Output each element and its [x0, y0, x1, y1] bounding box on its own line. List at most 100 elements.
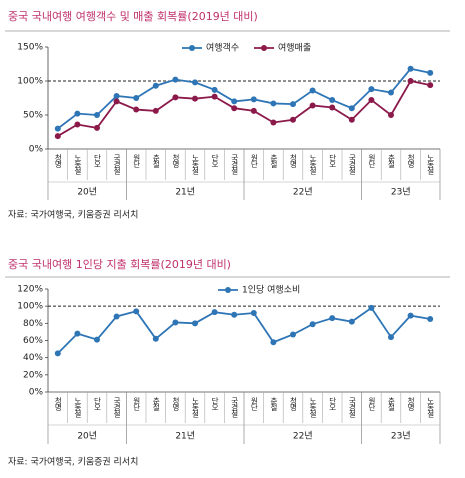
point [74, 121, 81, 128]
x-tick-label: 단오 [328, 153, 337, 168]
x-tick-label: 원단 [250, 397, 259, 412]
point [329, 315, 336, 322]
group-label: 23년 [391, 431, 411, 442]
series-line [57, 67, 431, 130]
point [290, 101, 296, 108]
point [309, 87, 316, 94]
x-tick-label: 단오 [211, 153, 220, 168]
point [329, 97, 336, 104]
x-tick-label: 춘절 [387, 154, 396, 169]
point [192, 79, 198, 86]
point [329, 104, 336, 111]
group-label: 22년 [293, 431, 313, 442]
y-tick-label: 50% [23, 111, 43, 121]
point [309, 102, 316, 109]
x-tick-label: 노동절 [426, 154, 435, 175]
point [94, 124, 100, 131]
point [427, 82, 434, 89]
point [74, 110, 81, 117]
point [231, 105, 238, 112]
x-tick-label: 국경절 [230, 397, 239, 418]
x-tick-label: 노동절 [309, 154, 318, 175]
point [192, 320, 198, 327]
point [133, 106, 140, 113]
legend-label: 1인당 여행소비 [242, 284, 300, 296]
x-tick-label: 노동절 [426, 397, 435, 418]
group-label: 20년 [77, 431, 97, 442]
point [133, 95, 140, 101]
point [211, 309, 218, 316]
x-tick-label: 청명 [171, 154, 180, 169]
x-tick-label: 청명 [289, 154, 298, 169]
x-tick-label: 원단 [367, 397, 376, 412]
y-tick-label: 60% [23, 336, 43, 346]
point [192, 95, 198, 102]
x-tick-label: 노동절 [191, 397, 200, 418]
point [74, 330, 81, 337]
point [152, 82, 159, 89]
point [172, 76, 179, 83]
point [54, 133, 61, 140]
point [290, 331, 296, 338]
x-tick-label: 원단 [367, 154, 376, 169]
x-tick-label: 단오 [93, 153, 102, 168]
point [388, 334, 394, 341]
point [270, 119, 277, 126]
x-tick-label: 단오 [93, 396, 102, 411]
point [290, 116, 296, 123]
point [250, 96, 257, 103]
point [94, 336, 100, 343]
x-tick-label: 국경절 [348, 397, 357, 418]
legend-marker [261, 45, 267, 51]
series-line [57, 306, 431, 355]
x-tick-label: 국경절 [348, 154, 357, 175]
point [407, 65, 414, 72]
point [172, 319, 179, 326]
point [231, 98, 238, 105]
y-tick-label: 100% [17, 302, 43, 312]
point [309, 321, 316, 328]
x-tick-label: 춘절 [152, 397, 161, 412]
x-tick-label: 원단 [132, 397, 141, 412]
point [407, 78, 414, 84]
x-tick-label: 청명 [54, 397, 63, 412]
x-tick-label: 원단 [132, 154, 141, 169]
point [348, 116, 355, 123]
legend-marker [189, 45, 195, 51]
y-tick-label: 0% [29, 145, 44, 155]
group-label: 22년 [293, 187, 313, 198]
group-label: 23년 [391, 187, 411, 198]
point [270, 100, 277, 107]
source: 자료: 국가여행국, 키움증권 리서치 [8, 456, 138, 468]
x-tick-label: 청명 [289, 397, 298, 412]
point [172, 94, 179, 101]
y-tick-label: 120% [17, 285, 43, 295]
point [133, 308, 140, 315]
point [388, 112, 394, 118]
point [211, 86, 218, 93]
point [368, 97, 375, 104]
x-tick-label: 춘절 [269, 154, 278, 169]
x-tick-label: 단오 [328, 396, 337, 411]
legend-marker [225, 287, 231, 293]
point [152, 335, 159, 342]
x-tick-label: 춘절 [269, 397, 278, 412]
x-tick-label: 국경절 [113, 154, 122, 175]
x-tick-label: 청명 [407, 154, 416, 169]
x-tick-label: 원단 [250, 154, 259, 169]
point [427, 316, 434, 323]
x-tick-label: 춘절 [152, 154, 161, 169]
point [152, 107, 159, 114]
point [113, 313, 120, 320]
point [231, 311, 238, 318]
y-tick-label: 80% [23, 319, 43, 329]
x-tick-label: 국경절 [230, 154, 239, 175]
group-label: 21년 [175, 431, 195, 442]
point [348, 105, 355, 112]
point [54, 125, 61, 132]
y-tick-label: 100% [17, 77, 43, 87]
point [388, 89, 394, 96]
point [368, 86, 375, 93]
legend-label: 여행매출 [278, 42, 311, 54]
